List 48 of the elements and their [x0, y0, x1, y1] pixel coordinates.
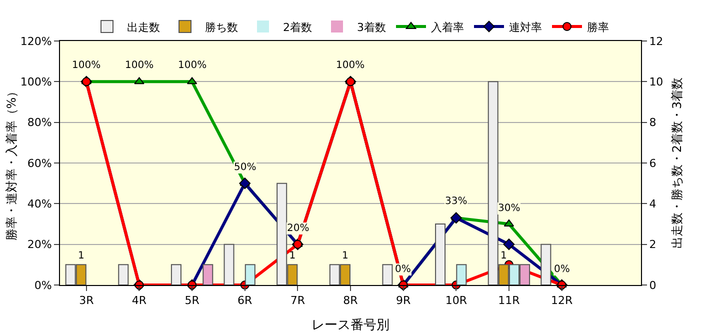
y-tick-label: 60% — [27, 156, 52, 170]
x-tick-label: 3R — [79, 294, 94, 308]
data-label: 20% — [287, 223, 310, 234]
legend-label: 2着数 — [283, 20, 312, 34]
x-axis-title: レース番号別 — [312, 318, 390, 333]
y2-tick-label: 4 — [649, 198, 656, 211]
x-tick-label: 6R — [238, 294, 253, 308]
x-tick-label: 8R — [343, 294, 358, 308]
legend-label: 勝ち数 — [205, 20, 238, 34]
x-tick-label: 9R — [396, 294, 411, 308]
x-tick-label: 7R — [290, 294, 306, 308]
x-tick-label: 11R — [498, 294, 520, 308]
y2-tick-label: 2 — [649, 238, 656, 252]
legend-label: 連対率 — [509, 20, 542, 34]
legend-label: 出走数 — [127, 20, 160, 34]
data-label: 100% — [178, 60, 207, 71]
y2-tick-label: 8 — [649, 116, 656, 130]
data-label: 50% — [234, 162, 256, 173]
x-tick-label: 10R — [445, 294, 468, 308]
data-label: 100% — [125, 60, 154, 71]
y-tick-label: 0% — [34, 278, 52, 292]
y2-axis-title: 出走数・勝ち数・2着数・3着数 — [670, 77, 684, 249]
data-label: 33% — [445, 196, 468, 207]
data-label: 1 — [342, 250, 348, 262]
data-label: 1 — [500, 250, 507, 262]
legend-label: 入着率 — [431, 20, 464, 34]
x-tick-label: 12R — [550, 294, 573, 308]
data-label: 100% — [72, 60, 101, 71]
data-label: 1 — [78, 250, 84, 262]
y-tick-label: 80% — [27, 116, 52, 130]
y2-tick-label: 0 — [649, 278, 656, 292]
data-label: 0% — [554, 264, 570, 275]
x-tick-label: 4R — [132, 294, 147, 308]
data-label: 100% — [336, 60, 365, 71]
legend-label: 3着数 — [357, 20, 386, 34]
y-tick-label: 40% — [27, 198, 52, 211]
data-label: 0% — [395, 264, 411, 275]
y2-tick-label: 6 — [649, 156, 656, 170]
y2-tick-label: 10 — [649, 76, 664, 89]
y-tick-label: 20% — [27, 238, 52, 252]
y-tick-label: 120% — [20, 34, 52, 48]
data-label: 1 — [289, 250, 296, 262]
y2-tick-label: 12 — [649, 34, 664, 48]
legend-label: 勝率 — [587, 20, 609, 34]
y-axis-title: 勝率・連対率・入着率（%） — [4, 85, 18, 241]
y-tick-label: 100% — [20, 76, 52, 89]
data-label: 30% — [498, 203, 520, 214]
x-tick-label: 5R — [184, 294, 200, 308]
